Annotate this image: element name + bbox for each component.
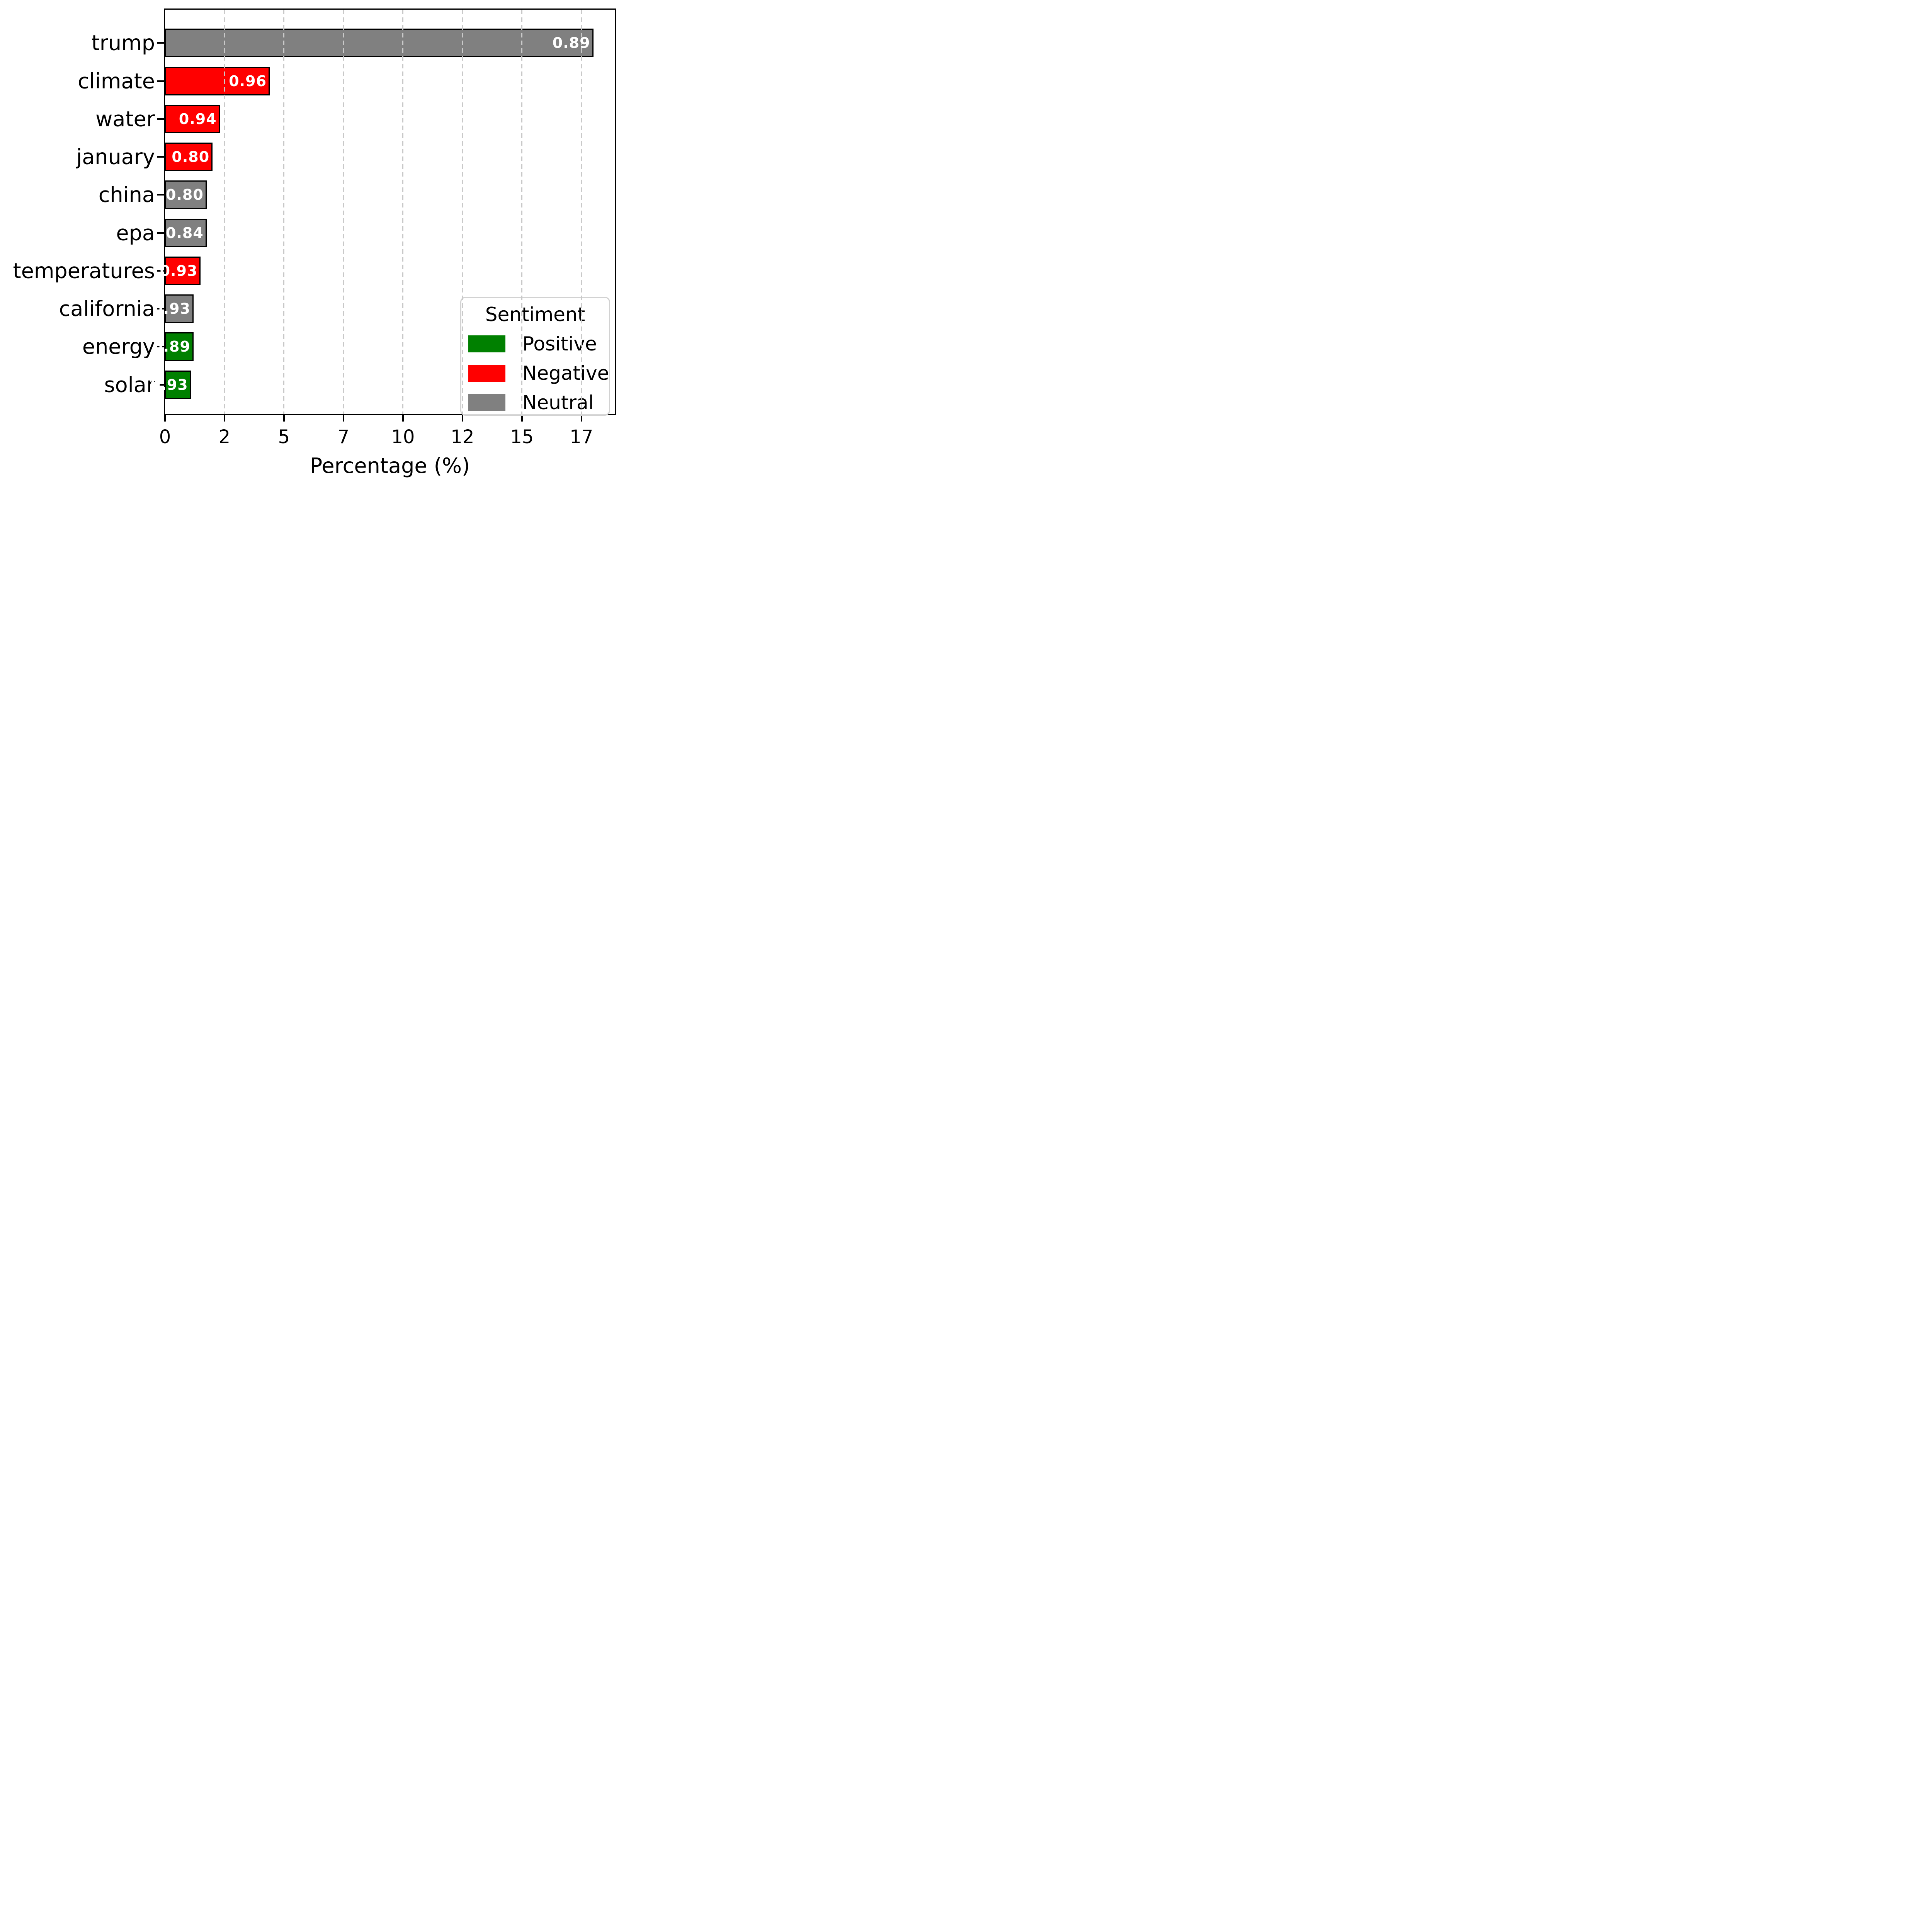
bar-trump bbox=[165, 29, 594, 58]
bar-value-label-water: 0.94 bbox=[179, 110, 217, 128]
legend-label-negative: Negative bbox=[522, 362, 609, 384]
y-tick-epa bbox=[157, 232, 164, 234]
plot-area: 0.89 0.96 0.94 0.80 0.80 0.84 0.93 0.93 0.89 0.93 bbox=[150, 9, 616, 415]
x-tick-15 bbox=[521, 415, 523, 422]
bar-temperatures bbox=[165, 256, 201, 285]
x-tick-17 bbox=[580, 415, 582, 422]
x-tick-label-0: 0 bbox=[159, 426, 171, 448]
x-tick-5 bbox=[283, 415, 285, 422]
x-tick-label-5: 5 bbox=[278, 426, 290, 448]
category-label-trump: trump bbox=[91, 31, 155, 55]
gridline-x-17 bbox=[581, 10, 582, 414]
category-label-climate: climate bbox=[78, 69, 155, 93]
bar-value-label-temperatures: 0.93 bbox=[160, 262, 198, 279]
bar-value-label-solar: 0.93 bbox=[150, 376, 188, 393]
bar-january bbox=[165, 143, 213, 171]
x-tick-label-15: 15 bbox=[510, 426, 534, 448]
legend-title: Sentiment bbox=[485, 303, 585, 326]
bar-solar bbox=[165, 370, 191, 399]
y-tick-temperatures bbox=[157, 270, 164, 272]
x-tick-label-12: 12 bbox=[451, 426, 474, 448]
bar-value-label-china: 0.80 bbox=[166, 186, 204, 204]
bar-climate bbox=[165, 66, 270, 95]
bar-value-label-california: 0.93 bbox=[153, 300, 190, 317]
legend-entry-positive: Positive bbox=[468, 333, 609, 355]
legend-swatch-neutral bbox=[468, 394, 505, 411]
legend-label-neutral: Neutral bbox=[522, 391, 594, 414]
bar-california bbox=[165, 294, 194, 323]
legend-entry-neutral: Neutral bbox=[468, 391, 609, 414]
category-label-water: water bbox=[95, 107, 155, 131]
gridline-x-15 bbox=[521, 10, 523, 414]
legend-entry-negative: Negative bbox=[468, 362, 609, 384]
bar-value-label-trump: 0.89 bbox=[552, 34, 590, 52]
bar-epa bbox=[165, 218, 207, 247]
category-label-energy: energy bbox=[82, 334, 155, 359]
category-label-china: china bbox=[98, 182, 155, 207]
y-tick-china bbox=[157, 194, 164, 196]
x-tick-2 bbox=[223, 415, 225, 422]
y-tick-energy bbox=[157, 346, 164, 348]
figure: 0.89 0.96 0.94 0.80 0.80 0.84 0.93 0.93 0.89 0.93… bbox=[0, 0, 624, 481]
legend-swatch-positive bbox=[468, 335, 505, 352]
category-label-solar: solar bbox=[104, 372, 155, 397]
gridline-x-2 bbox=[224, 10, 225, 414]
x-tick-12 bbox=[461, 415, 463, 422]
gridline-x-7 bbox=[343, 10, 344, 414]
category-label-california: california bbox=[59, 296, 155, 321]
x-tick-label-7: 7 bbox=[337, 426, 350, 448]
y-tick-climate bbox=[157, 80, 164, 82]
x-axis-label: Percentage (%) bbox=[310, 454, 470, 478]
bar-value-label-energy: 0.89 bbox=[153, 338, 190, 355]
bar-energy bbox=[165, 332, 194, 361]
x-tick-0 bbox=[164, 415, 166, 422]
category-label-epa: epa bbox=[116, 221, 155, 245]
bar-water bbox=[165, 104, 220, 133]
category-label-january: january bbox=[76, 145, 155, 169]
gridline-x-12 bbox=[462, 10, 463, 414]
legend-label-positive: Positive bbox=[522, 333, 597, 355]
x-tick-10 bbox=[402, 415, 404, 422]
x-tick-label-10: 10 bbox=[391, 426, 415, 448]
bar-value-label-climate: 0.96 bbox=[229, 72, 267, 90]
y-tick-water bbox=[157, 118, 164, 120]
y-tick-trump bbox=[157, 42, 164, 44]
x-tick-7 bbox=[342, 415, 344, 422]
legend-swatch-negative bbox=[468, 365, 505, 382]
y-tick-solar bbox=[157, 384, 164, 386]
bar-china bbox=[165, 180, 207, 209]
y-tick-january bbox=[157, 156, 164, 158]
x-tick-label-17: 17 bbox=[570, 426, 594, 448]
gridline-x-10 bbox=[402, 10, 404, 414]
bar-value-label-epa: 0.84 bbox=[166, 224, 204, 241]
category-label-temperatures: temperatures bbox=[13, 258, 155, 283]
legend: Sentiment Positive Negative Neutral bbox=[460, 297, 610, 416]
x-tick-label-2: 2 bbox=[218, 426, 231, 448]
gridline-x-5 bbox=[283, 10, 285, 414]
bar-value-label-january: 0.80 bbox=[172, 148, 210, 165]
y-tick-california bbox=[157, 308, 164, 309]
